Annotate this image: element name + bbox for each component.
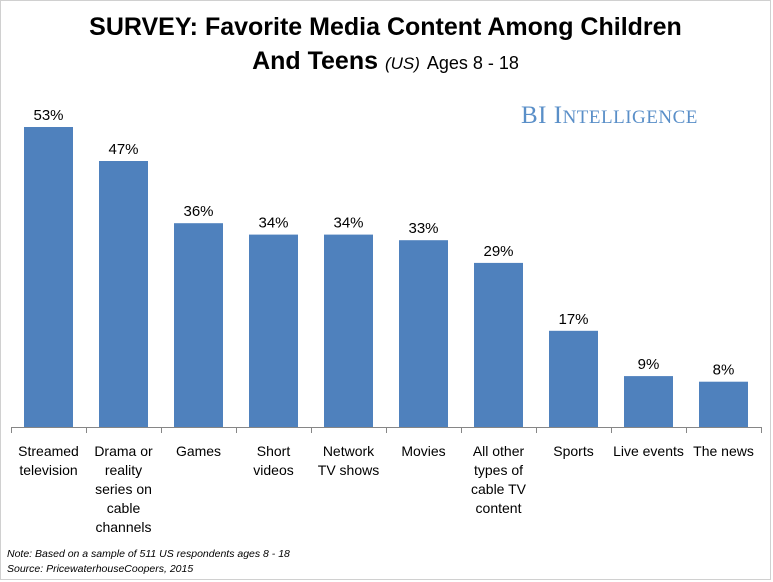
bar	[24, 127, 73, 427]
category-label-line: Games	[176, 443, 221, 459]
category-label: Streamed television	[18, 443, 79, 478]
category-label: Games	[176, 443, 221, 459]
bar-group: 47% Drama or reality series on cable channels	[94, 141, 153, 535]
subtitle-ages: Ages 8 - 18	[426, 53, 519, 73]
category-label-line: Sports	[553, 443, 593, 459]
bar-value-label: 8%	[713, 362, 735, 379]
bar	[699, 381, 748, 427]
bar-group: 9% Live events	[613, 356, 684, 459]
category-label: All other types of cable TV content	[471, 443, 527, 516]
category-label-line: content	[476, 500, 522, 516]
bar-group: 36% Games	[174, 203, 223, 459]
bar	[324, 234, 373, 427]
category-label-line: cable	[107, 500, 141, 516]
footnote-source: Source: PricewaterhouseCoopers, 2015	[7, 563, 194, 575]
category-label-line: TV shows	[318, 462, 379, 478]
category-label-line: All other	[473, 443, 525, 459]
category-label: Sports	[553, 443, 593, 459]
bar-group: 17% Sports	[549, 311, 598, 459]
subtitle-main: And Teens	[252, 47, 379, 75]
category-label: Short videos	[253, 443, 293, 478]
category-label-line: The news	[693, 443, 754, 459]
footnote-note: Note: Based on a sample of 511 US respon…	[7, 548, 290, 560]
category-label: The news	[693, 443, 754, 459]
category-label-line: Live events	[613, 443, 684, 459]
category-label-line: videos	[253, 462, 293, 478]
brand-first: BI	[521, 102, 547, 129]
category-label-line: cable TV	[471, 481, 527, 497]
bar	[99, 161, 148, 427]
category-label-line: series on	[95, 481, 152, 497]
category-label: Live events	[613, 443, 684, 459]
category-label-line: Streamed	[18, 443, 79, 459]
bar-value-label: 36%	[183, 203, 213, 220]
bar-value-label: 9%	[638, 356, 660, 373]
bar-value-label: 34%	[258, 215, 288, 232]
category-label: Drama or reality series on cable channels	[94, 443, 153, 535]
brand-initial: I	[553, 102, 563, 129]
bar-group: 53% Streamed television	[18, 107, 79, 478]
category-label: Movies	[401, 443, 445, 459]
category-label-line: television	[19, 462, 77, 478]
bar	[474, 262, 523, 427]
bar	[549, 330, 598, 427]
bar-group: 34% Network TV shows	[318, 215, 379, 478]
category-label-line: reality	[105, 462, 142, 478]
bar-value-label: 33%	[408, 220, 438, 237]
bar	[174, 223, 223, 427]
subtitle-region: (US)	[384, 54, 420, 73]
bar-value-label: 53%	[33, 107, 63, 124]
category-label: Network TV shows	[318, 443, 379, 478]
bar-value-label: 47%	[108, 141, 138, 158]
bar	[399, 240, 448, 427]
category-label-line: channels	[95, 519, 151, 535]
category-label-line: Short	[257, 443, 291, 459]
bar-group: 8% The news	[693, 362, 754, 459]
chart-subtitle: And Teens (US) Ages 8 - 18	[1, 47, 770, 76]
bi-intelligence-logo: BI INTELLIGENCE	[521, 102, 698, 130]
bar-chart: 53% Streamed television 47% Drama or reality s…	[11, 107, 762, 535]
category-label-line: Network	[323, 443, 375, 459]
bar-value-label: 29%	[483, 243, 513, 260]
bar	[624, 376, 673, 427]
bar-value-label: 17%	[558, 311, 588, 328]
bar-group: 34% Short videos	[249, 215, 298, 478]
bar-group: 29% All other types of cable TV content	[471, 243, 527, 516]
bar	[249, 234, 298, 427]
category-label-line: Movies	[401, 443, 445, 459]
bar-value-label: 34%	[333, 215, 363, 232]
brand-rest: NTELLIGENCE	[562, 107, 698, 128]
chart-title: SURVEY: Favorite Media Content Among Chi…	[89, 13, 682, 41]
bar-group: 33% Movies	[399, 220, 448, 459]
category-label-line: Drama or	[94, 443, 153, 459]
category-label-line: types of	[474, 462, 523, 478]
